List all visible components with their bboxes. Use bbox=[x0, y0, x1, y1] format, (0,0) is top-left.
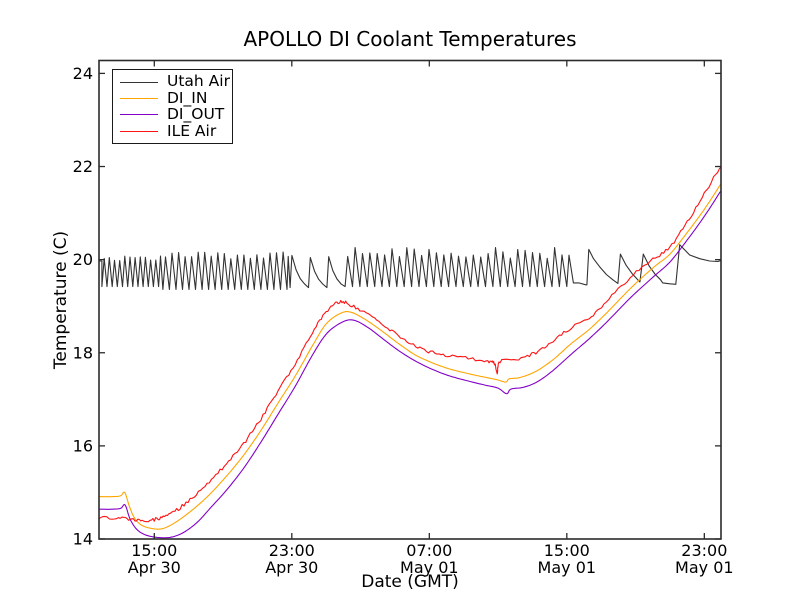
legend-line-sample bbox=[120, 98, 158, 100]
x-tick-label-date: Apr 30 bbox=[128, 558, 181, 577]
legend-line-sample bbox=[120, 130, 158, 132]
legend: Utah Air DI_IN DI_OUT ILE Air bbox=[112, 69, 233, 144]
y-tick-label: 14 bbox=[73, 530, 93, 549]
series-ile-air bbox=[99, 166, 721, 523]
legend-entry-label: ILE Air bbox=[167, 121, 217, 140]
x-tick-label-date: Apr 30 bbox=[265, 558, 318, 577]
series-utah-air bbox=[99, 244, 721, 290]
legend-entry-label: DI_IN bbox=[167, 88, 208, 107]
legend-entry-ile-air: ILE Air bbox=[120, 123, 232, 139]
legend-entry-di-out: DI_OUT bbox=[120, 107, 232, 123]
legend-entry-label: DI_OUT bbox=[167, 105, 225, 124]
y-tick-label: 16 bbox=[73, 436, 93, 455]
legend-line-sample bbox=[120, 114, 158, 116]
legend-entry-di-in: DI_IN bbox=[120, 90, 232, 106]
x-tick-label-time: 15:00 bbox=[131, 541, 177, 560]
series-di-in bbox=[99, 183, 721, 530]
y-tick-label: 20 bbox=[73, 250, 93, 269]
y-tick-label: 22 bbox=[73, 157, 93, 176]
x-tick-label-date: May 01 bbox=[538, 558, 597, 577]
legend-entry-label: Utah Air bbox=[167, 72, 230, 91]
plot-frame bbox=[98, 59, 722, 540]
x-tick-label-date: May 01 bbox=[400, 558, 459, 577]
x-axis-label: Date (GMT) bbox=[361, 572, 459, 592]
chart-title: APOLLO DI Coolant Temperatures bbox=[243, 27, 577, 51]
x-tick-label-time: 23:00 bbox=[681, 541, 727, 560]
x-tick-label-time: 15:00 bbox=[544, 541, 590, 560]
legend-entry-utah-air: Utah Air bbox=[120, 74, 232, 90]
series-di-out bbox=[99, 190, 721, 539]
x-tick-label-time: 07:00 bbox=[406, 541, 452, 560]
y-tick-label: 24 bbox=[73, 64, 93, 83]
x-tick-label-date: May 01 bbox=[675, 558, 734, 577]
y-tick-label: 18 bbox=[73, 343, 93, 362]
legend-line-sample bbox=[120, 81, 158, 83]
x-tick-label-time: 23:00 bbox=[269, 541, 315, 560]
